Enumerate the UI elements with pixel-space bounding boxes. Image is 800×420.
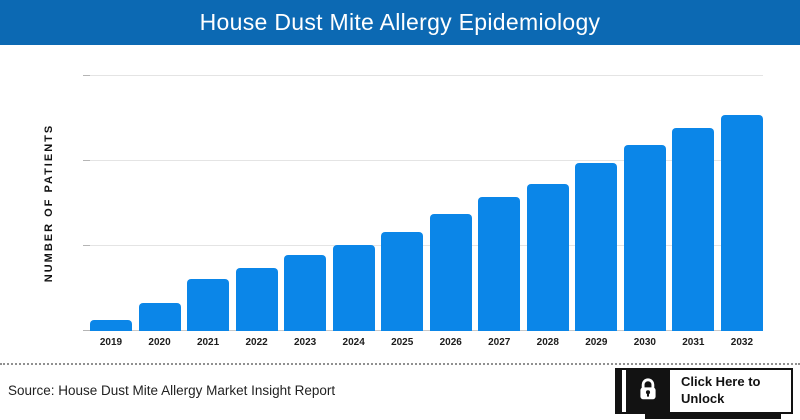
bar-stack bbox=[235, 75, 278, 331]
bar-stack bbox=[284, 75, 327, 331]
x-tick-label: 2028 bbox=[536, 337, 559, 348]
chart-bar-2026 bbox=[429, 214, 472, 331]
bar-slot: 2030 bbox=[623, 75, 666, 351]
bar-slot: 2027 bbox=[478, 75, 521, 351]
accent-bar bbox=[617, 369, 622, 412]
bar-slot: 2025 bbox=[381, 75, 424, 351]
bar-stack bbox=[381, 75, 424, 331]
chart-bar-2022 bbox=[235, 268, 278, 331]
chart-bar-2029 bbox=[575, 162, 618, 331]
y-axis-tick bbox=[83, 245, 90, 246]
gridline bbox=[90, 75, 763, 76]
footer: Source: House Dust Mite Allergy Market I… bbox=[0, 365, 800, 420]
bar-stack bbox=[138, 75, 181, 331]
bar-chart: NUMBER OF PATIENTS 2019 2020 2021 2022 2023 2… bbox=[0, 45, 800, 363]
lock-icon bbox=[635, 376, 661, 405]
x-tick-label: 2020 bbox=[148, 337, 171, 348]
bar-stack bbox=[575, 75, 618, 331]
x-tick-label: 2025 bbox=[391, 337, 414, 348]
bar-slot: 2032 bbox=[720, 75, 763, 351]
chart-bar-2030 bbox=[623, 145, 666, 331]
source-text: Source: House Dust Mite Allergy Market I… bbox=[8, 383, 336, 398]
plot-area: 2019 2020 2021 2022 2023 2024 2025 2026 2027 2028… bbox=[83, 75, 763, 351]
y-axis-tick bbox=[83, 75, 90, 76]
x-tick-label: 2031 bbox=[682, 337, 705, 348]
gridline bbox=[90, 160, 763, 161]
y-axis-label-text: NUMBER OF PATIENTS bbox=[43, 123, 55, 283]
chart-bar-2032 bbox=[720, 115, 763, 331]
chart-bar-2028 bbox=[526, 184, 569, 331]
page-title: House Dust Mite Allergy Epidemiology bbox=[199, 9, 601, 35]
title-bar: House Dust Mite Allergy Epidemiology bbox=[0, 0, 800, 45]
bar-slot: 2028 bbox=[526, 75, 569, 351]
chart-bar-2025 bbox=[381, 231, 424, 331]
chart-bar-2021 bbox=[187, 279, 230, 331]
chart-bar-2023 bbox=[284, 255, 327, 331]
unlock-button-label: Click Here to Unlock bbox=[681, 373, 761, 406]
x-tick-label: 2026 bbox=[439, 337, 462, 348]
bar-slot: 2020 bbox=[138, 75, 181, 351]
chart-bar-2020 bbox=[138, 302, 181, 331]
bar-stack bbox=[720, 75, 763, 331]
bar-stack bbox=[90, 75, 132, 331]
x-tick-label: 2027 bbox=[488, 337, 511, 348]
chart-bar-2031 bbox=[672, 128, 715, 331]
bar-slot: 2019 bbox=[90, 75, 132, 351]
bar-slot: 2022 bbox=[235, 75, 278, 351]
x-tick-label: 2024 bbox=[342, 337, 365, 348]
x-tick-label: 2030 bbox=[633, 337, 656, 348]
x-tick-label: 2029 bbox=[585, 337, 608, 348]
y-axis-label: NUMBER OF PATIENTS bbox=[14, 75, 84, 331]
unlock-button[interactable]: Click Here to Unlock bbox=[615, 367, 793, 419]
x-tick-label: 2022 bbox=[245, 337, 268, 348]
x-tick-label: 2032 bbox=[730, 337, 754, 348]
bar-stack bbox=[429, 75, 472, 331]
y-axis-tick bbox=[83, 330, 90, 331]
bars-container: 2019 2020 2021 2022 2023 2024 2025 2026 2027 2028… bbox=[90, 75, 763, 351]
bar-slot: 2023 bbox=[284, 75, 327, 351]
bar-slot: 2021 bbox=[187, 75, 230, 351]
bar-stack bbox=[478, 75, 521, 331]
bar-stack bbox=[187, 75, 230, 331]
dotted-divider bbox=[0, 363, 800, 365]
bar-slot: 2029 bbox=[575, 75, 618, 351]
chart-bar-2019 bbox=[90, 320, 132, 331]
x-tick-label: 2019 bbox=[99, 337, 123, 348]
bar-stack bbox=[623, 75, 666, 331]
chart-bar-2024 bbox=[332, 244, 375, 331]
x-tick-label: 2021 bbox=[196, 337, 220, 348]
bar-slot: 2024 bbox=[332, 75, 375, 351]
y-axis-tick bbox=[83, 160, 90, 161]
lock-box bbox=[626, 369, 670, 412]
bar-stack bbox=[526, 75, 569, 331]
bar-slot: 2026 bbox=[429, 75, 472, 351]
bar-stack bbox=[332, 75, 375, 331]
x-tick-label: 2023 bbox=[294, 337, 317, 348]
grid-layer bbox=[83, 75, 763, 331]
gridline bbox=[90, 245, 763, 246]
bar-stack bbox=[672, 75, 715, 331]
bar-slot: 2031 bbox=[672, 75, 715, 351]
x-axis-line bbox=[90, 330, 763, 331]
chart-bar-2027 bbox=[478, 197, 521, 331]
